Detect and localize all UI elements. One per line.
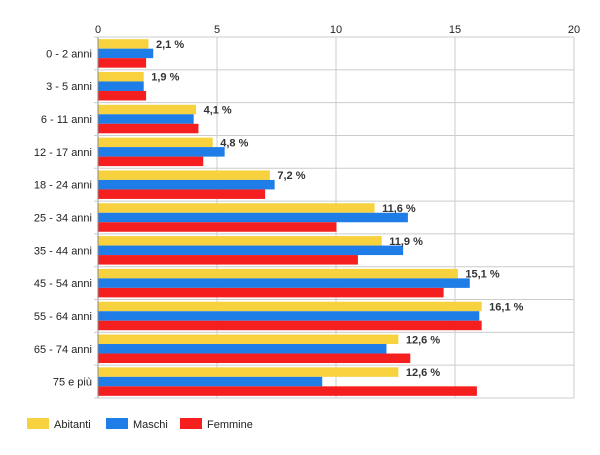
bar-femmine <box>98 287 444 298</box>
data-label: 4,1 % <box>204 105 232 117</box>
data-label: 4,8 % <box>220 137 248 149</box>
bar-maschi <box>98 278 470 288</box>
legend: Abitanti Maschi Femmine <box>27 418 253 431</box>
bar-femmine <box>98 90 147 101</box>
x-axis-ticks: 0 5 10 15 20 <box>95 24 580 36</box>
x-tick-label: 15 <box>449 24 461 36</box>
bar-maschi <box>98 179 275 190</box>
bar-abitanti <box>98 334 399 345</box>
legend-swatch <box>106 418 128 429</box>
bar-femmine <box>98 58 147 68</box>
legend-label: Femmine <box>207 419 253 431</box>
category-label: 3 - 5 anni <box>46 81 92 93</box>
category-label: 0 - 2 anni <box>46 48 92 60</box>
bar-femmine <box>98 320 482 331</box>
bar-maschi <box>98 81 144 91</box>
data-label: 16,1 % <box>489 301 523 313</box>
data-label: 7,2 % <box>277 170 305 182</box>
category-label: 6 - 11 anni <box>41 114 92 126</box>
bar-femmine <box>98 123 199 134</box>
category-label: 55 - 64 anni <box>34 311 92 323</box>
grid-layer <box>94 36 575 399</box>
category-label: 12 - 17 anni <box>34 147 92 159</box>
bar-maschi <box>98 344 387 354</box>
bar-maschi <box>98 212 408 223</box>
legend-swatch <box>27 418 49 429</box>
bar-abitanti <box>98 170 270 180</box>
legend-label: Abitanti <box>54 419 91 431</box>
category-label: 35 - 44 anni <box>34 245 92 257</box>
data-label: 15,1 % <box>465 269 499 281</box>
data-label: 12,6 % <box>406 367 440 379</box>
bar-femmine <box>98 189 266 199</box>
bar-abitanti <box>98 301 482 312</box>
bar-maschi <box>98 245 404 256</box>
bar-femmine <box>98 156 204 167</box>
bar-abitanti <box>98 137 213 148</box>
legend-swatch <box>180 418 202 429</box>
category-label: 75 e più <box>53 377 92 389</box>
data-label: 2,1 % <box>156 39 184 51</box>
data-label: 11,9 % <box>389 236 423 248</box>
x-tick-label: 20 <box>568 24 580 36</box>
data-label: 1,9 % <box>151 72 179 84</box>
bar-femmine <box>98 255 358 265</box>
bar-femmine <box>98 353 411 364</box>
bar-abitanti <box>98 203 375 213</box>
bar-abitanti <box>98 268 458 279</box>
category-label: 18 - 24 anni <box>34 180 92 192</box>
x-tick-label: 10 <box>330 24 342 36</box>
bar-maschi <box>98 114 194 124</box>
data-label: 12,6 % <box>406 334 440 346</box>
x-tick-label: 0 <box>95 24 101 36</box>
category-label: 25 - 34 anni <box>34 213 92 225</box>
bar-maschi <box>98 376 323 387</box>
bar-abitanti <box>98 236 382 246</box>
data-label: 11,6 % <box>382 203 416 215</box>
y-axis-categories: 0 - 2 anni 3 - 5 anni 6 - 11 anni 12 - 17 a… <box>34 48 92 388</box>
bar-maschi <box>98 311 480 321</box>
bar-maschi <box>98 147 225 157</box>
bar-abitanti <box>98 71 144 82</box>
bars <box>98 39 482 396</box>
bar-femmine <box>98 222 337 232</box>
bar-maschi <box>98 48 154 59</box>
data-labels: 2,1 % 1,9 % 4,1 % 4,8 % 7,2 % 11,6 % 11,9 % 15,… <box>151 39 523 379</box>
bar-abitanti <box>98 39 149 49</box>
x-tick-label: 5 <box>214 24 220 36</box>
category-label: 65 - 74 anni <box>34 344 92 356</box>
bar-femmine <box>98 386 477 396</box>
bar-abitanti <box>98 367 399 377</box>
bar-abitanti <box>98 104 197 115</box>
legend-label: Maschi <box>133 419 168 431</box>
category-label: 45 - 54 anni <box>34 278 92 290</box>
